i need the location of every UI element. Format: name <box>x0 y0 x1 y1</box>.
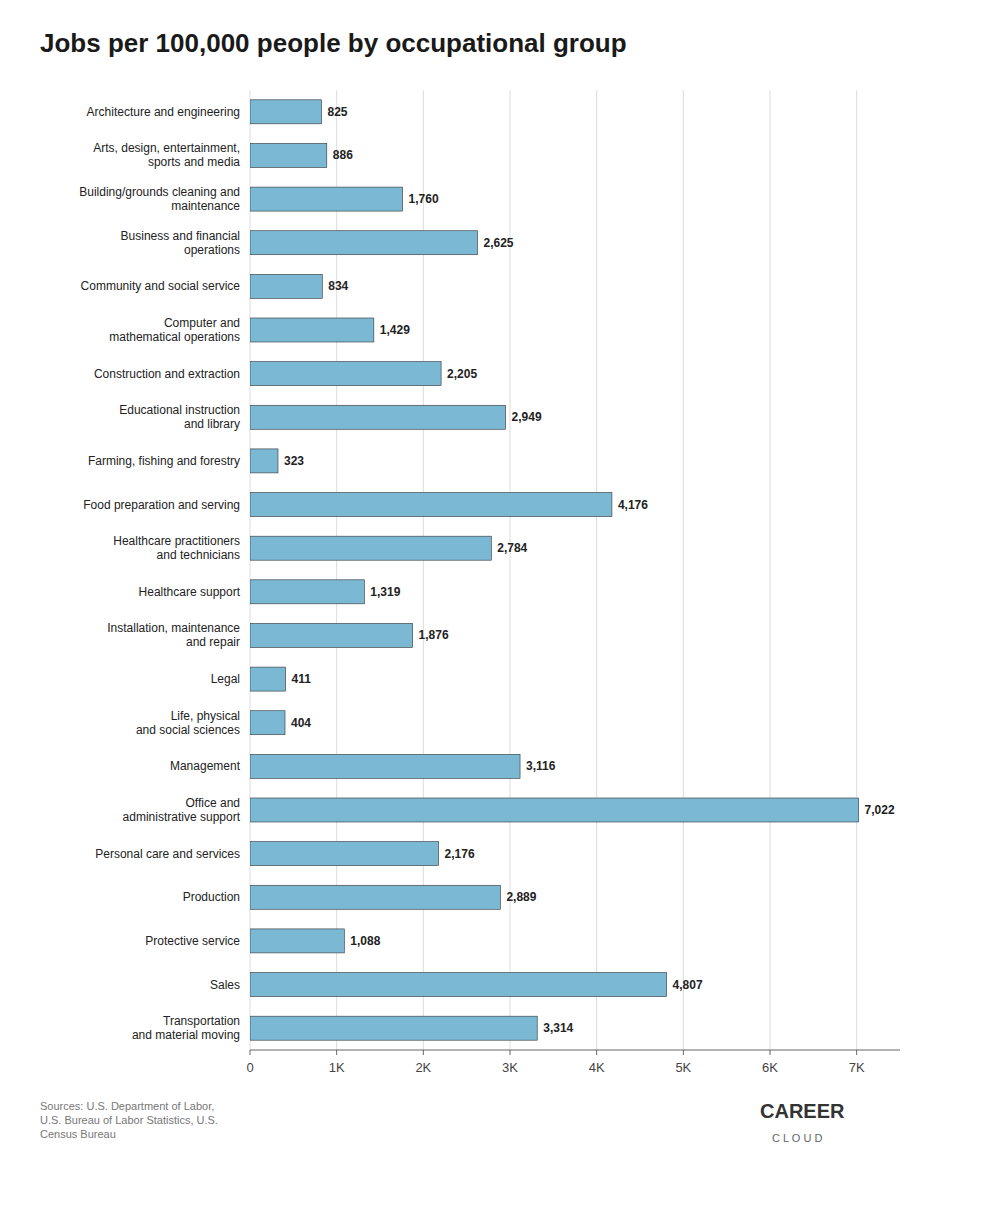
data-label: 1,876 <box>419 628 449 642</box>
data-label: 411 <box>292 672 312 686</box>
y-axis: Architecture and engineering Arts, design… <box>79 105 240 1042</box>
bar <box>250 318 374 342</box>
category-label: Office andadministrative support <box>123 796 241 824</box>
data-label: 1,088 <box>350 934 380 948</box>
category-label: Life, physicaland social sciences <box>136 709 240 737</box>
annotation: C L O U D <box>772 1132 822 1144</box>
grid-line <box>683 90 684 1050</box>
data-label: 3,116 <box>526 759 556 773</box>
bar <box>250 274 322 298</box>
data-label: 2,205 <box>447 367 477 381</box>
data-label: 825 <box>328 105 348 119</box>
tick-mark <box>596 1050 597 1055</box>
data-label: 2,949 <box>512 410 542 424</box>
category-label: Arts, design, entertainment,sports and m… <box>93 141 240 169</box>
grid-line <box>856 90 857 1050</box>
bar <box>250 973 667 997</box>
bar <box>250 667 286 691</box>
data-label: 2,889 <box>506 890 536 904</box>
bar <box>250 798 859 822</box>
data-label: 834 <box>328 279 348 293</box>
bar <box>250 100 322 124</box>
category-label: Sales <box>210 978 240 992</box>
data-label: 323 <box>284 454 304 468</box>
category-label: Building/grounds cleaning andmaintenance <box>79 185 240 213</box>
tick-label: 3K <box>502 1060 518 1075</box>
tick-mark <box>856 1050 857 1055</box>
tick-label: 6K <box>762 1060 778 1075</box>
data-label: 7,022 <box>865 803 895 817</box>
annotation: Sources: U.S. Department of Labor,U.S. B… <box>40 1100 218 1140</box>
category-label: Computer andmathematical operations <box>109 316 240 344</box>
category-label: Community and social service <box>81 279 241 293</box>
data-label: 404 <box>291 716 311 730</box>
category-label: Educational instructionand library <box>119 403 240 431</box>
category-label: Food preparation and serving <box>83 498 240 512</box>
category-label: Transportationand material moving <box>132 1014 240 1042</box>
data-label: 2,176 <box>445 847 475 861</box>
bar <box>250 842 439 866</box>
tick-label: 5K <box>675 1060 691 1075</box>
tick-label: 4K <box>589 1060 605 1075</box>
category-label: Healthcare support <box>139 585 241 599</box>
tick-label: 0 <box>246 1060 253 1075</box>
bar <box>250 754 520 778</box>
grid-line <box>510 90 511 1050</box>
bar <box>250 362 441 386</box>
tick-mark <box>770 1050 771 1055</box>
data-label: 1,760 <box>409 192 439 206</box>
grid-line <box>770 90 771 1050</box>
tick-mark <box>510 1050 511 1055</box>
category-label: Farming, fishing and forestry <box>88 454 240 468</box>
bar <box>250 449 278 473</box>
bar <box>250 1016 537 1040</box>
category-label: Production <box>183 890 240 904</box>
labels: 825 886 1,760 2,625 834 1,429 2,205 2,949 323 4,1… <box>284 105 895 1035</box>
category-label: Business and financialoperations <box>121 229 240 257</box>
bar <box>250 580 364 604</box>
title: Jobs per 100,000 people by occupational … <box>40 28 627 58</box>
data-label: 1,319 <box>370 585 400 599</box>
data-label: 4,807 <box>673 978 703 992</box>
bar <box>250 623 413 647</box>
bar <box>250 187 403 211</box>
data-label: 2,625 <box>484 236 514 250</box>
bar <box>250 711 285 735</box>
bar <box>250 405 506 429</box>
category-label: Installation, maintenanceand repair <box>107 621 240 649</box>
grid-line <box>596 90 597 1050</box>
bar <box>250 231 478 255</box>
tick-label: 1K <box>329 1060 345 1075</box>
category-label: Management <box>170 759 241 773</box>
tick-mark <box>423 1050 424 1055</box>
category-label: Construction and extraction <box>94 367 240 381</box>
bar <box>250 493 612 517</box>
tick-label: 2K <box>415 1060 431 1075</box>
chart: Jobs per 100,000 people by occupational … <box>0 0 1000 1211</box>
bar <box>250 885 500 909</box>
tick-mark <box>250 1050 251 1055</box>
category-label: Architecture and engineering <box>87 105 240 119</box>
annotation: CAREER <box>760 1100 845 1122</box>
tick-label: 7K <box>849 1060 865 1075</box>
category-label: Legal <box>211 672 240 686</box>
category-label: Protective service <box>145 934 240 948</box>
bar <box>250 929 344 953</box>
axis-line <box>250 1050 900 1051</box>
data-label: 3,314 <box>543 1021 573 1035</box>
x-axis: 0 1K 2K 3K 4K 5K 6K 7K <box>246 90 900 1075</box>
data-label: 2,784 <box>497 541 527 555</box>
data-label: 4,176 <box>618 498 648 512</box>
category-label: Healthcare practitionersand technicians <box>113 534 240 562</box>
bar <box>250 143 327 167</box>
category-label: Personal care and services <box>95 847 240 861</box>
data-label: 886 <box>333 148 353 162</box>
tick-mark <box>683 1050 684 1055</box>
bar <box>250 536 491 560</box>
tick-mark <box>336 1050 337 1055</box>
data-label: 1,429 <box>380 323 410 337</box>
bars <box>250 100 859 1040</box>
